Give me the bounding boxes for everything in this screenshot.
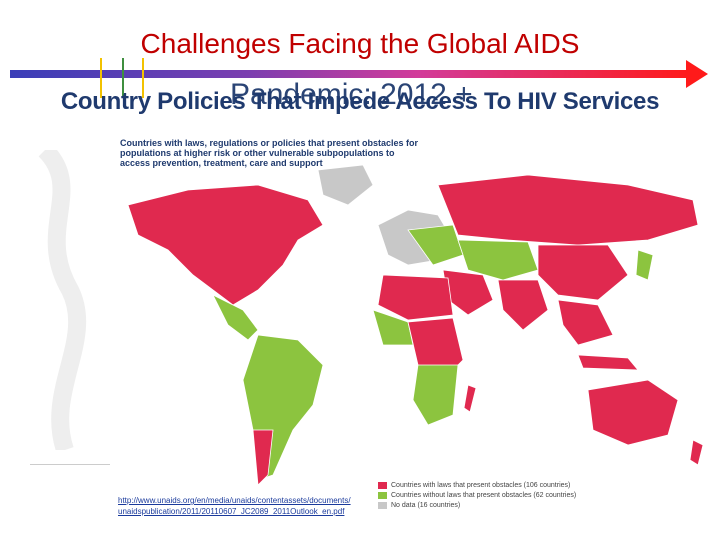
legend-item: No data (16 countries)	[378, 500, 678, 510]
ribbon-watermark	[38, 150, 87, 450]
legend-label: Countries without laws that present obst…	[391, 491, 577, 499]
region-north-america	[127, 184, 324, 306]
map-heading: Countries with laws, regulations or poli…	[120, 138, 419, 168]
slide-title-continued: Pandemic: 2012 +	[230, 78, 473, 111]
legend-label: Countries with laws that present obstacl…	[391, 481, 571, 489]
region-australia	[587, 379, 679, 446]
region-japan	[635, 249, 654, 281]
source-link-line2[interactable]: unaidspublication/2011/20110607_JC2089_2…	[118, 507, 345, 516]
region-china	[537, 244, 629, 301]
region-greenland	[317, 164, 374, 206]
map-legend: Countries with laws that present obstacl…	[378, 480, 678, 510]
region-russia	[437, 174, 699, 246]
arrow-head-icon	[686, 60, 708, 88]
source-link-line1[interactable]: http://www.unaids.org/en/media/unaids/co…	[118, 496, 351, 505]
region-north-africa	[377, 274, 454, 321]
source-link[interactable]: http://www.unaids.org/en/media/unaids/co…	[118, 495, 351, 517]
region-southern-africa	[412, 364, 459, 426]
region-new-zealand	[689, 439, 704, 466]
arrow-tick	[142, 58, 144, 98]
legend-swatch	[378, 481, 387, 489]
region-central-america	[212, 294, 259, 341]
slide-title: Challenges Facing the Global AIDS	[140, 28, 580, 59]
arrow-tick	[100, 58, 102, 98]
region-south-america-south	[252, 429, 274, 486]
world-map	[127, 164, 704, 486]
region-south-asia	[497, 279, 549, 331]
legend-swatch	[378, 501, 387, 509]
legend-swatch	[378, 491, 387, 499]
region-central-asia	[457, 239, 539, 281]
region-south-america	[242, 334, 324, 481]
arrow-tick	[122, 58, 124, 98]
region-southeast-asia	[557, 299, 614, 346]
slide-subtitle: Country Policies That Impede Access To H…	[60, 88, 660, 115]
divider-line	[30, 464, 110, 465]
title-arrow	[10, 70, 690, 78]
legend-item: Countries without laws that present obst…	[378, 490, 678, 500]
region-madagascar	[463, 384, 477, 413]
legend-item: Countries with laws that present obstacl…	[378, 480, 678, 490]
legend-label: No data (16 countries)	[391, 501, 461, 509]
region-indonesia	[577, 354, 639, 371]
